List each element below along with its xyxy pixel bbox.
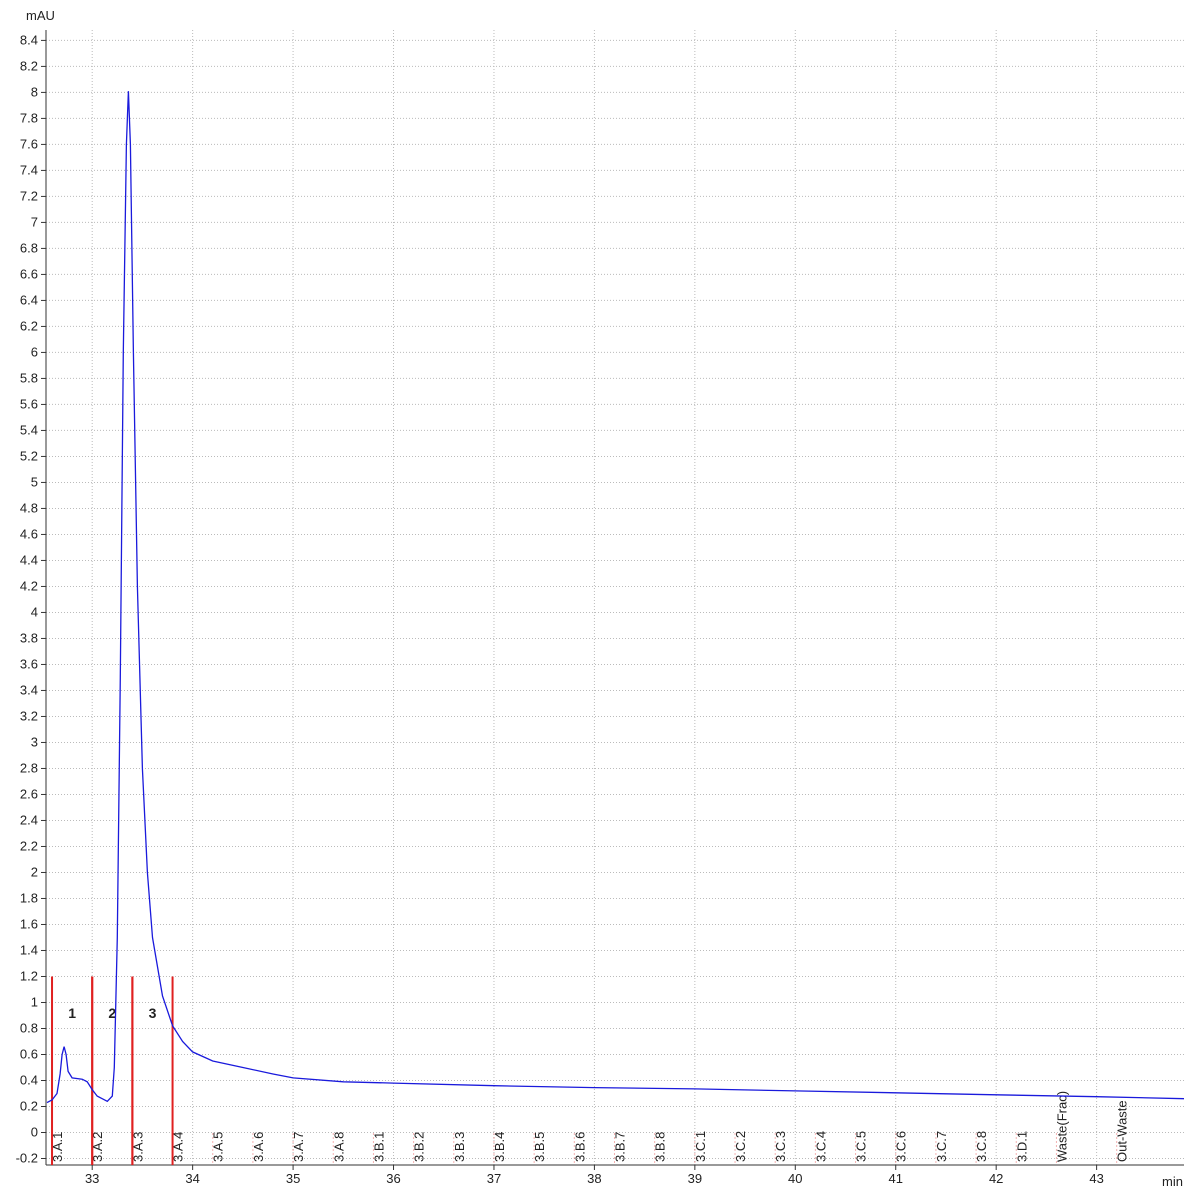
y-tick-label: 7.6 bbox=[20, 136, 38, 151]
y-axis-label: mAU bbox=[26, 8, 55, 23]
x-tick-label: 41 bbox=[888, 1171, 902, 1186]
fraction-label: Out-Waste bbox=[1115, 1100, 1130, 1162]
fraction-label: Waste(Frac) bbox=[1054, 1091, 1069, 1162]
y-tick-label: 7.4 bbox=[20, 162, 38, 177]
y-tick-label: 4.8 bbox=[20, 500, 38, 515]
y-tick-label: 2.4 bbox=[20, 812, 38, 827]
fraction-label: 3.C.4 bbox=[813, 1131, 828, 1162]
y-tick-label: 8.2 bbox=[20, 58, 38, 73]
y-tick-label: 5.4 bbox=[20, 422, 38, 437]
y-tick-label: 3.6 bbox=[20, 656, 38, 671]
y-tick-label: 8.4 bbox=[20, 32, 38, 47]
fraction-label: 3.A.8 bbox=[331, 1132, 346, 1162]
y-tick-label: 0 bbox=[31, 1124, 38, 1139]
y-tick-label: 1.8 bbox=[20, 890, 38, 905]
fraction-label: 3.B.5 bbox=[532, 1132, 547, 1162]
fraction-label: 3.B.8 bbox=[653, 1132, 668, 1162]
fraction-label: 3.C.5 bbox=[854, 1131, 869, 1162]
fraction-label: 3.A.4 bbox=[171, 1132, 186, 1162]
y-tick-label: 1 bbox=[31, 994, 38, 1009]
fraction-label: 3.B.3 bbox=[452, 1132, 467, 1162]
y-tick-label: 0.4 bbox=[20, 1072, 38, 1087]
fraction-label: 3.C.3 bbox=[773, 1131, 788, 1162]
x-tick-label: 33 bbox=[85, 1171, 99, 1186]
y-tick-label: 1.2 bbox=[20, 968, 38, 983]
fraction-label: 3.C.2 bbox=[733, 1131, 748, 1162]
y-tick-label: 1.6 bbox=[20, 916, 38, 931]
collect-label: 2 bbox=[108, 1005, 116, 1021]
fraction-label: 3.A.5 bbox=[211, 1132, 226, 1162]
y-tick-label: 2.2 bbox=[20, 838, 38, 853]
y-tick-label: 2 bbox=[31, 864, 38, 879]
fraction-label: 3.A.2 bbox=[90, 1132, 105, 1162]
x-tick-label: 39 bbox=[688, 1171, 702, 1186]
x-tick-label: 36 bbox=[386, 1171, 400, 1186]
fraction-label: 3.A.1 bbox=[50, 1132, 65, 1162]
fraction-label: 3.B.6 bbox=[572, 1132, 587, 1162]
y-tick-label: 4.6 bbox=[20, 526, 38, 541]
fraction-label: 3.C.1 bbox=[693, 1131, 708, 1162]
fraction-label: 3.B.7 bbox=[612, 1132, 627, 1162]
fraction-label: 3.A.3 bbox=[130, 1132, 145, 1162]
y-tick-label: 4 bbox=[31, 604, 38, 619]
collect-label: 1 bbox=[68, 1005, 76, 1021]
y-tick-label: 4.2 bbox=[20, 578, 38, 593]
x-tick-label: 38 bbox=[587, 1171, 601, 1186]
x-tick-label: 42 bbox=[989, 1171, 1003, 1186]
y-tick-label: 2.6 bbox=[20, 786, 38, 801]
y-tick-label: 7.8 bbox=[20, 110, 38, 125]
y-tick-label: 5 bbox=[31, 474, 38, 489]
y-tick-label: 5.8 bbox=[20, 370, 38, 385]
x-tick-label: 43 bbox=[1089, 1171, 1103, 1186]
x-axis-label: min bbox=[1162, 1174, 1183, 1189]
fraction-label: 3.C.7 bbox=[934, 1131, 949, 1162]
y-tick-label: 6.4 bbox=[20, 292, 38, 307]
y-tick-label: 3.4 bbox=[20, 682, 38, 697]
y-tick-label: 7 bbox=[31, 214, 38, 229]
y-tick-label: 0.6 bbox=[20, 1046, 38, 1061]
fraction-label: 3.B.2 bbox=[412, 1132, 427, 1162]
y-tick-label: 4.4 bbox=[20, 552, 38, 567]
fraction-label: 3.B.4 bbox=[492, 1132, 507, 1162]
y-tick-label: 3 bbox=[31, 734, 38, 749]
x-tick-label: 37 bbox=[487, 1171, 501, 1186]
fraction-label: 3.A.7 bbox=[291, 1132, 306, 1162]
y-tick-label: 6.2 bbox=[20, 318, 38, 333]
y-tick-label: 0.2 bbox=[20, 1098, 38, 1113]
fraction-label: 3.C.6 bbox=[894, 1131, 909, 1162]
y-tick-label: 8 bbox=[31, 84, 38, 99]
y-tick-label: 0.8 bbox=[20, 1020, 38, 1035]
y-tick-label: 3.8 bbox=[20, 630, 38, 645]
fraction-label: 3.A.6 bbox=[251, 1132, 266, 1162]
fraction-label: 3.C.8 bbox=[974, 1131, 989, 1162]
x-tick-label: 34 bbox=[185, 1171, 199, 1186]
y-tick-label: 5.2 bbox=[20, 448, 38, 463]
x-tick-label: 35 bbox=[286, 1171, 300, 1186]
y-tick-label: 7.2 bbox=[20, 188, 38, 203]
x-tick-label: 40 bbox=[788, 1171, 802, 1186]
collect-label: 3 bbox=[149, 1005, 157, 1021]
fraction-label: 3.D.1 bbox=[1014, 1131, 1029, 1162]
y-tick-label: -0.2 bbox=[16, 1150, 38, 1165]
y-tick-label: 5.6 bbox=[20, 396, 38, 411]
y-tick-label: 2.8 bbox=[20, 760, 38, 775]
y-tick-label: 6 bbox=[31, 344, 38, 359]
y-tick-label: 6.6 bbox=[20, 266, 38, 281]
fraction-label: 3.B.1 bbox=[371, 1132, 386, 1162]
y-tick-label: 1.4 bbox=[20, 942, 38, 957]
series-line bbox=[46, 91, 1185, 1104]
y-tick-label: 3.2 bbox=[20, 708, 38, 723]
y-tick-label: 6.8 bbox=[20, 240, 38, 255]
